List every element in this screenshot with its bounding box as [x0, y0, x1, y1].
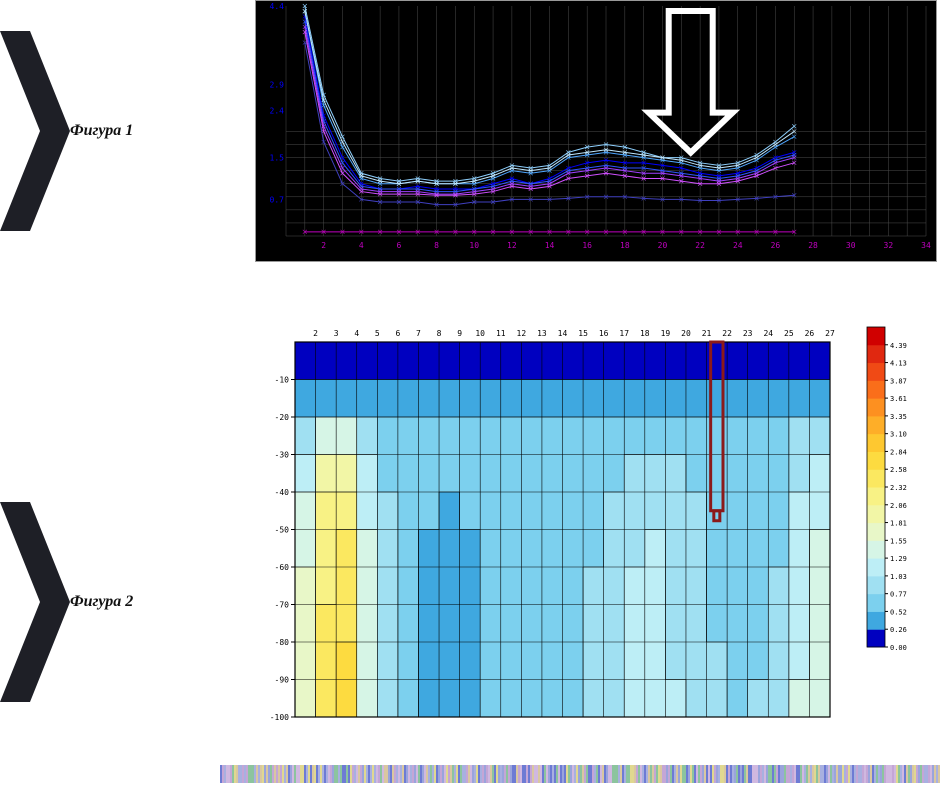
svg-text:5: 5	[375, 329, 380, 338]
svg-text:-80: -80	[275, 638, 290, 647]
svg-text:11: 11	[496, 329, 506, 338]
svg-text:0.26: 0.26	[890, 626, 907, 634]
figure1-chart: 0.71.52.42.94.42468101214161820222426283…	[255, 0, 937, 262]
svg-text:2.4: 2.4	[270, 107, 285, 116]
svg-text:4: 4	[359, 241, 364, 250]
figure2-pointer: Фигура 2	[0, 502, 230, 702]
svg-text:0.52: 0.52	[890, 608, 907, 616]
svg-text:2.06: 2.06	[890, 502, 907, 510]
svg-text:4: 4	[354, 329, 359, 338]
figure2-colorbar: 0.00 0.26 0.52 0.77 1.03 1.29 1.55 1.81 2.06 2.32…	[865, 322, 925, 652]
svg-text:14: 14	[558, 329, 568, 338]
svg-text:2.9: 2.9	[270, 80, 285, 89]
svg-text:12: 12	[517, 329, 527, 338]
svg-text:6: 6	[395, 329, 400, 338]
svg-text:28: 28	[808, 241, 818, 250]
svg-text:2.58: 2.58	[890, 466, 907, 474]
svg-text:3.61: 3.61	[890, 395, 907, 403]
svg-text:26: 26	[771, 241, 781, 250]
svg-text:3.10: 3.10	[890, 431, 907, 439]
svg-text:12: 12	[507, 241, 517, 250]
svg-text:23: 23	[743, 329, 753, 338]
chevron-icon	[0, 502, 70, 702]
svg-text:13: 13	[537, 329, 547, 338]
figure2-label: Фигура 2	[70, 593, 133, 611]
svg-text:2.32: 2.32	[890, 484, 907, 492]
svg-text:3.35: 3.35	[890, 413, 907, 421]
svg-text:-90: -90	[275, 676, 290, 685]
svg-text:20: 20	[681, 329, 691, 338]
svg-text:22: 22	[695, 241, 705, 250]
svg-text:34: 34	[921, 241, 931, 250]
svg-text:0.77: 0.77	[890, 591, 907, 599]
svg-text:1.81: 1.81	[890, 520, 907, 528]
svg-text:-50: -50	[275, 526, 290, 535]
svg-text:17: 17	[619, 329, 629, 338]
svg-text:3.87: 3.87	[890, 377, 907, 385]
svg-text:19: 19	[661, 329, 671, 338]
svg-text:26: 26	[805, 329, 815, 338]
svg-text:10: 10	[469, 241, 479, 250]
svg-text:32: 32	[884, 241, 894, 250]
svg-text:20: 20	[658, 241, 668, 250]
svg-text:-30: -30	[275, 451, 290, 460]
svg-text:14: 14	[545, 241, 555, 250]
svg-text:8: 8	[437, 329, 442, 338]
svg-text:18: 18	[640, 329, 650, 338]
svg-text:16: 16	[599, 329, 609, 338]
svg-text:1.29: 1.29	[890, 555, 907, 563]
svg-text:24: 24	[763, 329, 773, 338]
decorative-strip	[220, 765, 940, 783]
svg-text:0.00: 0.00	[890, 644, 907, 652]
svg-text:2: 2	[321, 241, 326, 250]
svg-text:10: 10	[475, 329, 485, 338]
svg-text:8: 8	[434, 241, 439, 250]
svg-text:15: 15	[578, 329, 588, 338]
svg-text:9: 9	[457, 329, 462, 338]
svg-text:1.03: 1.03	[890, 573, 907, 581]
svg-text:21: 21	[702, 329, 712, 338]
svg-text:18: 18	[620, 241, 630, 250]
svg-text:-40: -40	[275, 488, 290, 497]
svg-text:-70: -70	[275, 601, 290, 610]
figure1-pointer: Фигура 1	[0, 31, 230, 231]
svg-text:2: 2	[313, 329, 318, 338]
svg-text:-20: -20	[275, 413, 290, 422]
svg-text:30: 30	[846, 241, 856, 250]
svg-text:-10: -10	[275, 376, 290, 385]
svg-text:2.84: 2.84	[890, 448, 907, 456]
svg-text:27: 27	[825, 329, 835, 338]
svg-text:3: 3	[334, 329, 339, 338]
svg-text:22: 22	[722, 329, 732, 338]
svg-text:16: 16	[582, 241, 592, 250]
svg-text:24: 24	[733, 241, 743, 250]
svg-text:0.7: 0.7	[270, 195, 285, 204]
svg-text:7: 7	[416, 329, 421, 338]
svg-text:6: 6	[397, 241, 402, 250]
svg-text:25: 25	[784, 329, 794, 338]
svg-text:4.4: 4.4	[270, 2, 285, 11]
svg-text:-60: -60	[275, 563, 290, 572]
svg-text:1.5: 1.5	[270, 154, 285, 163]
svg-text:1.55: 1.55	[890, 537, 907, 545]
chevron-icon	[0, 31, 70, 231]
svg-text:-100: -100	[270, 713, 289, 722]
figure2-chart: 2345678910111213141516171819202122232425…	[255, 322, 835, 722]
svg-text:4.39: 4.39	[890, 342, 907, 350]
svg-text:4.13: 4.13	[890, 360, 907, 368]
figure1-label: Фигура 1	[70, 122, 133, 140]
